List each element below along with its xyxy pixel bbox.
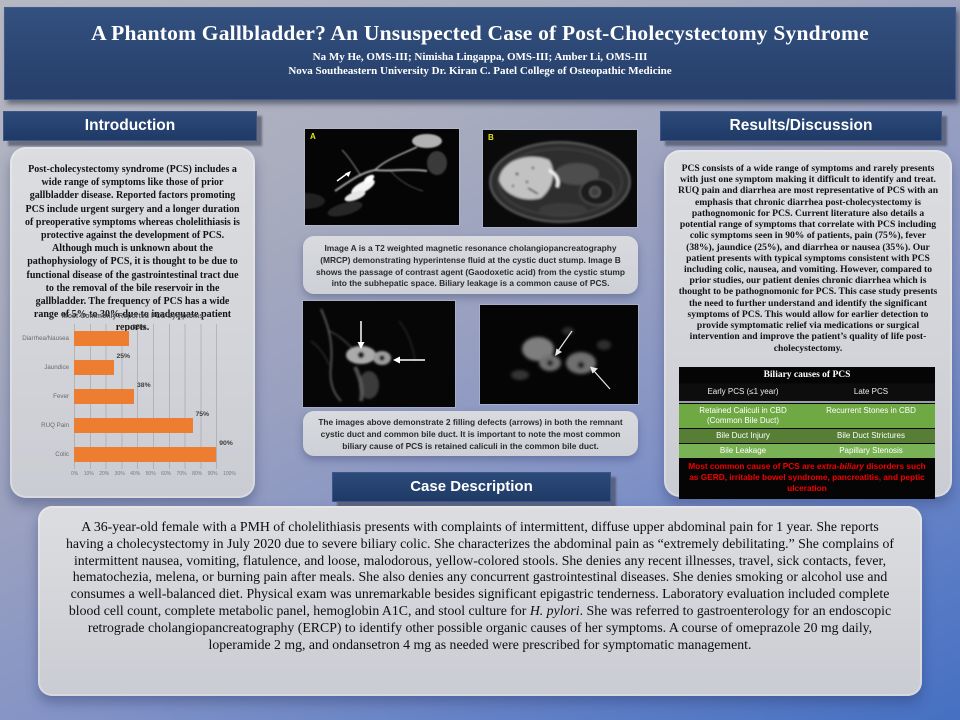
chart-x-tick: 0% (71, 471, 79, 477)
chart-x-tick: 100% (223, 471, 236, 477)
chart-x-tick: 90% (207, 471, 218, 477)
arrow-icon (357, 321, 425, 364)
case-text: . She was referred to gastroenterology f… (87, 603, 892, 652)
mrcp-image-c (302, 300, 456, 408)
table-cell: Retained Caliculi in CBD (Common Bile Du… (699, 406, 787, 425)
table-cell: Papillary Stenosis (839, 446, 903, 455)
results-header: Results/Discussion (660, 111, 942, 141)
table-header-row: Early PCS (≤1 year) Late PCS (679, 383, 935, 403)
chart-x-tick: 80% (192, 471, 203, 477)
title-banner: A Phantom Gallbladder? An Unsuspected Ca… (4, 7, 956, 100)
arrow-icon (336, 171, 351, 182)
footer-italic-text: extra-biliary (816, 461, 864, 471)
chart-bar-row: Jaundice 25% (17, 353, 232, 382)
chart-bar-row: RUQ Pain 75% (17, 411, 232, 440)
chart-x-tick: 60% (161, 471, 172, 477)
case-description-card: A 36-year-old female with a PMH of chole… (38, 506, 922, 696)
table-footer-note: Most common cause of PCS are extra-bilia… (679, 458, 935, 499)
case-description-header: Case Description (332, 472, 611, 502)
introduction-card: Post-cholecystectomy syndrome (PCS) incl… (10, 147, 255, 498)
imaging-caption-2: The images above demonstrate 2 filling d… (303, 411, 638, 456)
chart-bar (74, 360, 114, 375)
table-cell: Bile Duct Strictures (836, 431, 906, 440)
footer-text: Most common cause of PCS are (688, 461, 817, 471)
chart-x-tick: 40% (130, 471, 141, 477)
chart-x-tick: 10% (83, 471, 94, 477)
table-col-late: Late PCS (853, 387, 889, 396)
chart-x-tick: 50% (145, 471, 156, 477)
chart-bar (74, 418, 193, 433)
chart-x-tick: 30% (114, 471, 125, 477)
chart-x-tick: 20% (99, 471, 110, 477)
chart-category-label: Jaundice (44, 364, 69, 371)
table-row: Retained Caliculi in CBD (Common Bile Du… (679, 403, 935, 428)
table-cell: Recurrent Stones in CBD (826, 406, 916, 415)
pcs-symptoms-chart: Most Commonly Reported PCS Symptoms Diar… (17, 313, 248, 491)
table-row: Bile Leakage Papillary Stenosis (679, 443, 935, 458)
poster-title: A Phantom Gallbladder? An Unsuspected Ca… (91, 21, 869, 45)
chart-value-label: 25% (116, 353, 131, 360)
institution-line: Nova Southeastern University Dr. Kiran C… (288, 65, 672, 77)
case-text: A 36-year-old female with a PMH of chole… (66, 519, 894, 619)
imaging-caption-1: Image A is a T2 weighted magnetic resona… (303, 236, 638, 294)
chart-bar-row: Diarrhea/Nausea 35% (17, 324, 232, 353)
chart-category-label: Fever (53, 393, 69, 400)
chart-x-axis: 0% 10% 20% 30% 40% 50% 60% 70% 80% 90% 100% (71, 471, 236, 477)
chart-bar (74, 331, 130, 346)
chart-category-label: Diarrhea/Nausea (22, 335, 69, 342)
chart-value-label: 38% (137, 382, 151, 389)
table-cell: Bile Leakage (719, 446, 767, 455)
chart-x-tick: 70% (176, 471, 187, 477)
chart-body: Diarrhea/Nausea 35% Jaundice 25% Fever 38% RUQ… (17, 324, 248, 469)
chart-value-label: 35% (132, 324, 146, 331)
chart-bar-row: Fever 38% (17, 382, 232, 411)
table-col-early: Early PCS (≤1 year) (707, 387, 779, 396)
table-title: Biliary causes of PCS (763, 370, 851, 380)
image-a-label: A (310, 132, 316, 141)
chart-category-label: Colic (55, 451, 69, 458)
mrcp-image-d (479, 304, 639, 405)
results-card: PCS consists of a wide range of symptoms… (664, 150, 952, 499)
axial-mri-image-b: B (482, 129, 638, 228)
table-row: Bile Duct Injury Bile Duct Strictures (679, 428, 935, 443)
chart-value-label: 90% (219, 440, 233, 447)
case-description-body: A 36-year-old female with a PMH of chole… (38, 506, 922, 654)
biliary-causes-table: Biliary causes of PCS Early PCS (≤1 year… (679, 367, 935, 499)
chart-title: Most Commonly Reported PCS Symptoms (61, 313, 204, 320)
chart-bar (74, 447, 217, 462)
image-b-label: B (488, 133, 494, 142)
chart-category-label: RUQ Pain (41, 422, 69, 429)
introduction-body: Post-cholecystectomy syndrome (PCS) incl… (25, 164, 240, 333)
mrcp-image-a: A (304, 128, 460, 226)
footer-text: disorders such as GERD, irritable bowel … (689, 461, 926, 494)
results-body: PCS consists of a wide range of symptoms… (677, 163, 939, 354)
authors-line: Na My He, OMS-III; Nimisha Lingappa, OMS… (312, 51, 648, 63)
chart-bar-row: Colic 90% (17, 440, 233, 469)
arrow-icon (555, 330, 611, 390)
case-italic-text: H. pylori (529, 603, 580, 619)
table-cell: Bile Duct Injury (716, 431, 770, 440)
introduction-header: Introduction (3, 111, 257, 141)
chart-value-label: 75% (195, 411, 210, 418)
chart-bar (74, 389, 135, 404)
